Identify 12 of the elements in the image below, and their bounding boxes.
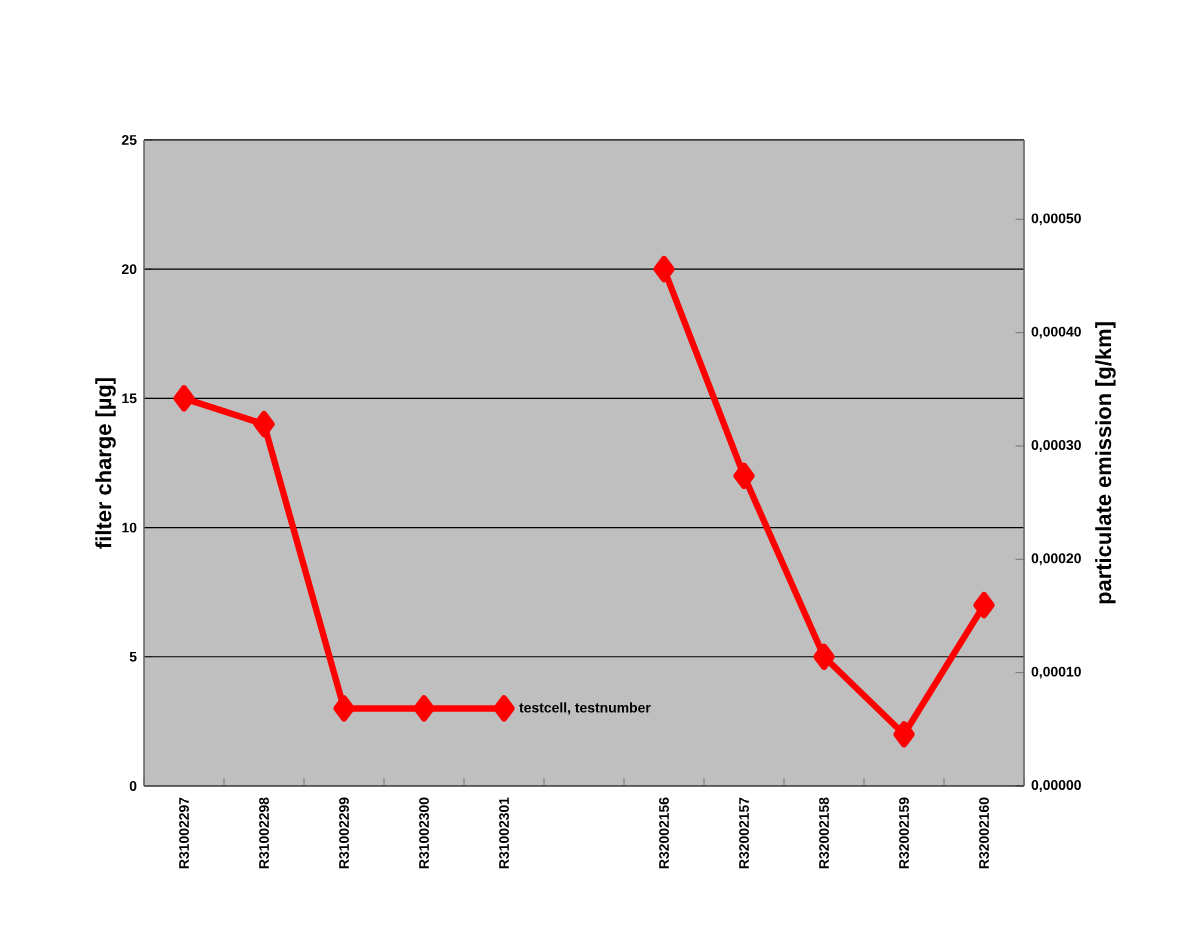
y-axis-title: filter charge [µg] bbox=[95, 378, 116, 549]
point bbox=[253, 411, 275, 438]
point bbox=[493, 695, 515, 722]
point bbox=[173, 385, 195, 412]
point bbox=[413, 695, 435, 722]
point bbox=[333, 695, 355, 722]
point bbox=[813, 643, 835, 670]
point bbox=[733, 462, 755, 490]
y2-axis-title: particulate emission [g/km] bbox=[1095, 322, 1116, 604]
point bbox=[653, 255, 675, 283]
point bbox=[973, 591, 995, 619]
point bbox=[893, 721, 915, 748]
